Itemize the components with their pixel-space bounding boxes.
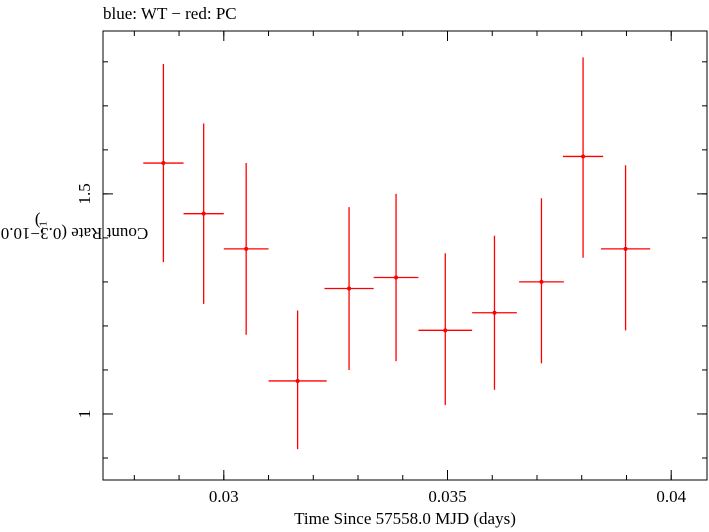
data-point [324,207,374,370]
chart-title: blue: WT − red: PC [103,4,237,23]
plot-axes: 0.03 0.035 0.04 1 1.5 [75,30,708,506]
data-point [562,57,604,258]
data-marker [201,211,206,216]
data-marker [244,246,249,251]
data-marker [295,378,300,383]
data-marker [492,310,497,315]
data-point [183,123,224,304]
x-tick-label: 0.035 [428,487,466,506]
x-tick-label: 0.04 [656,487,686,506]
data-marker [347,286,352,291]
y-tick-label: 1 [75,410,94,419]
data-marker [539,279,544,284]
data-marker [443,328,448,333]
data-marker [623,246,628,251]
x-axis-label: Time Since 57558.0 MJD (days) [294,509,516,528]
data-point [268,310,327,450]
data-point [418,253,473,406]
data-marker [161,161,166,166]
data-point [373,193,419,362]
plot-frame [102,30,708,481]
y-tick-label: 1.5 [75,183,94,204]
data-point [519,198,564,364]
data-points [143,57,651,450]
data-marker [581,154,586,159]
x-tick-label: 0.03 [209,487,239,506]
data-point [600,165,651,331]
data-point [472,235,517,390]
data-point [223,163,269,335]
data-marker [394,275,399,280]
data-point [143,64,184,263]
